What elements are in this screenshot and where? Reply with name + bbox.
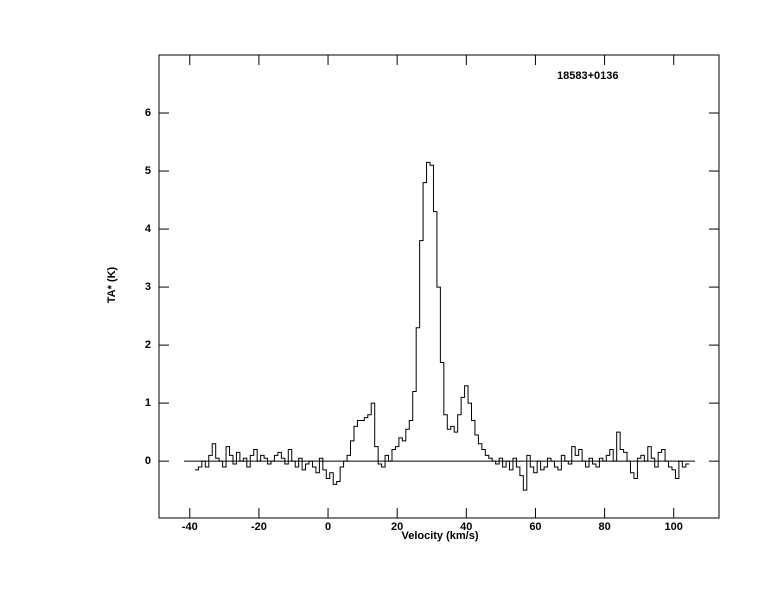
x-tick-label: 0: [325, 521, 331, 533]
x-tick-label: -20: [251, 521, 267, 533]
y-tick-label: 5: [145, 165, 151, 177]
x-tick-label: 20: [391, 521, 403, 533]
x-tick-label: 60: [529, 521, 541, 533]
x-tick-label: 100: [665, 521, 683, 533]
y-tick-label: 1: [145, 397, 151, 409]
x-tick-label: 40: [460, 521, 472, 533]
x-axis-label: Velocity (km/s): [401, 530, 478, 542]
y-tick-label: 0: [145, 455, 151, 467]
plot-frame: [158, 54, 720, 519]
y-tick-label: 6: [145, 107, 151, 119]
y-tick-label: 3: [145, 281, 151, 293]
x-tick-label: 80: [598, 521, 610, 533]
y-tick-label: 4: [145, 223, 152, 235]
y-tick-label: 2: [145, 339, 151, 351]
spectrum-line: [194, 161, 690, 491]
chart-title: 18583+0136: [557, 70, 618, 82]
y-axis-label: TA* (K): [106, 266, 118, 303]
x-tick-label: -40: [182, 521, 198, 533]
